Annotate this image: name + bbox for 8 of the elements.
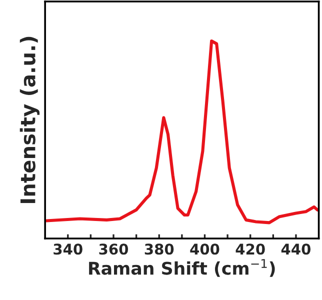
x-axis-title: Raman Shift (cm$^{−1}$)	[89, 259, 275, 277]
x-tick-label: 420	[236, 244, 265, 255]
x-tick-label: 360	[99, 244, 128, 255]
y-axis-title: Intensity (a.u.)	[20, 36, 40, 204]
x-tick-label: 380	[144, 244, 174, 255]
x-tick-label: 340	[54, 244, 82, 255]
x-tick-label: 400	[190, 244, 220, 255]
x-tick-label: 440	[281, 244, 310, 255]
